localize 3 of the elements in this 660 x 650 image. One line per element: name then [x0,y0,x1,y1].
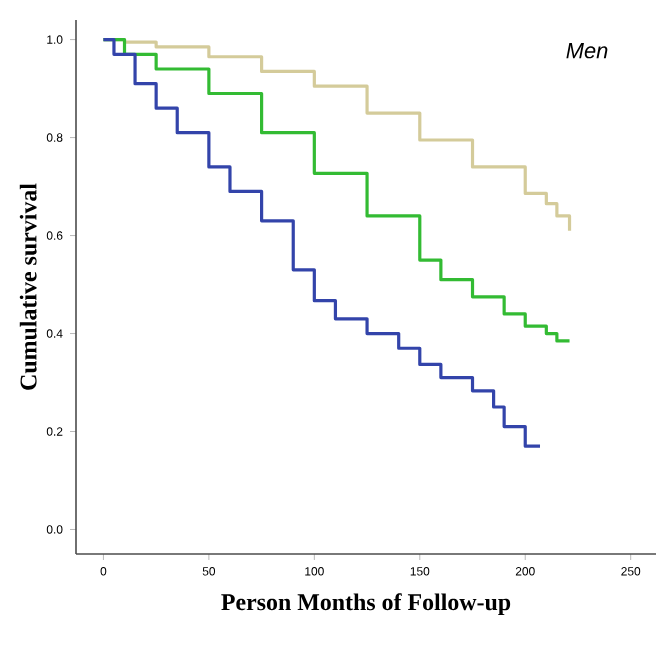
y-axis-title: Cumulative survival [19,183,37,390]
x-axis-title: Person Months of Follow-up [221,593,511,616]
annotation: Men [566,43,608,59]
